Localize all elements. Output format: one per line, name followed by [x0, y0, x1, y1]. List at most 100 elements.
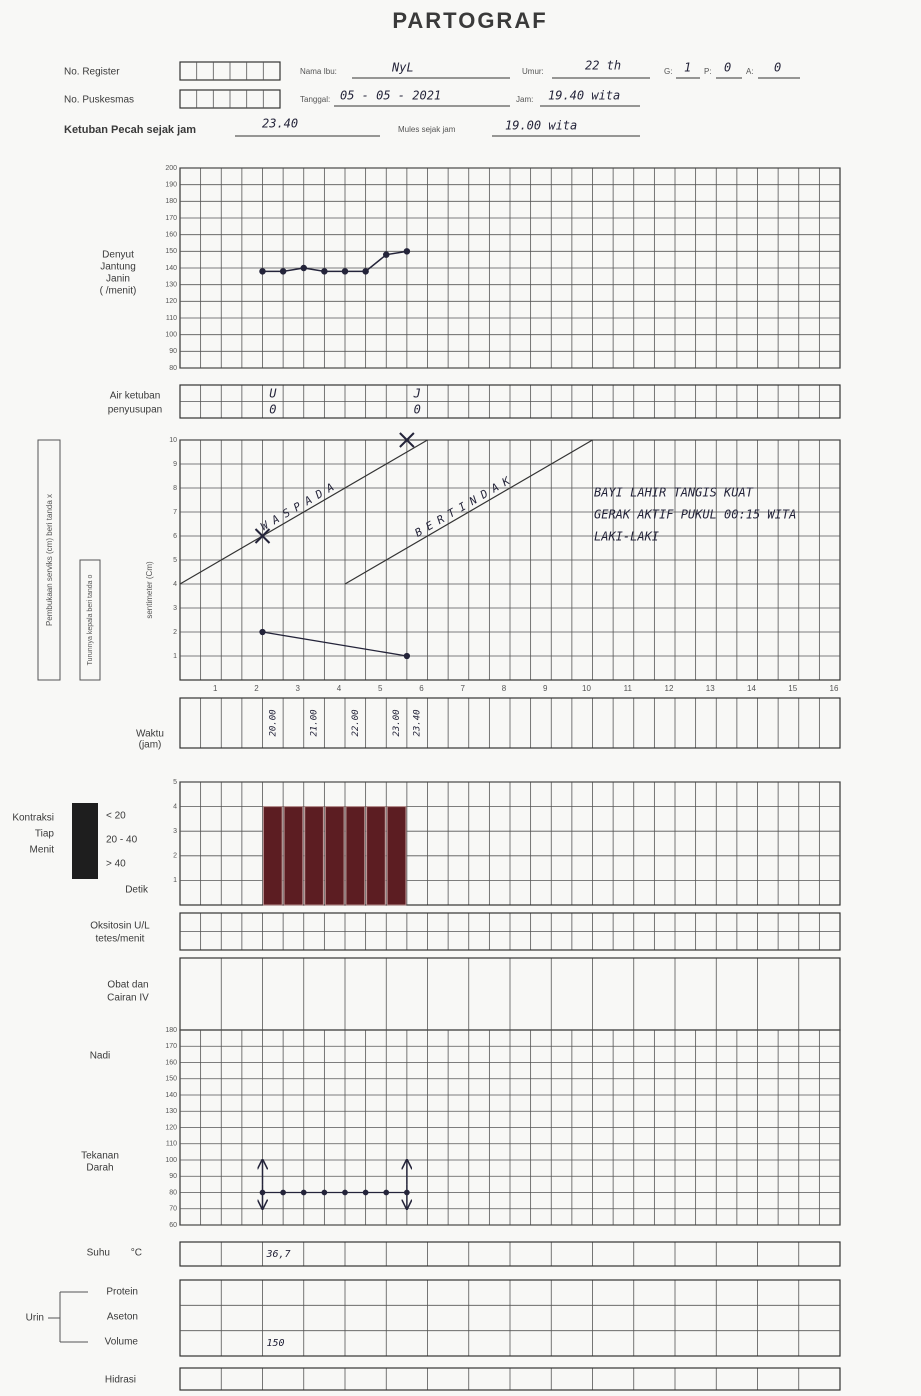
penyusupan-entry: 0 [269, 403, 276, 417]
y-tick-label: 7 [173, 509, 177, 516]
time-entry: 22.00 [351, 709, 361, 736]
y-tick-label: 1 [173, 653, 177, 660]
suhu-entry: 36,7 [266, 1249, 291, 1260]
section-label: 20 - 40 [106, 835, 138, 846]
alert-label: WASPADA [259, 478, 342, 534]
time-entry: 23.00 [392, 709, 402, 736]
section-label: Janin [106, 274, 130, 285]
field-label: Nama Ibu: [300, 67, 337, 76]
contraction-bar [325, 807, 344, 905]
y-tick-label: 120 [165, 1124, 177, 1131]
fhr-point [281, 269, 286, 274]
puskesmas-boxes [180, 90, 280, 108]
section-label: Tekanan [81, 1151, 119, 1162]
field-label: No. Register [64, 67, 120, 78]
section-label: Nadi [90, 1051, 111, 1062]
section-label: Tiap [35, 829, 55, 840]
fhr-point [260, 269, 265, 274]
y-tick-label: 130 [165, 1108, 177, 1115]
field-label: Ketuban Pecah sejak jam [64, 124, 196, 136]
urin-bracket [48, 1292, 88, 1342]
y-tick-label: 100 [165, 1157, 177, 1164]
unit-label: Detik [125, 885, 149, 896]
x-tick-label: 16 [830, 684, 839, 693]
field-value: 1 [684, 61, 691, 75]
section-label: Waktu [136, 729, 164, 740]
side-label: sentimeter (Cm) [145, 561, 154, 619]
contraction-bar [346, 807, 365, 905]
x-tick-label: 14 [747, 684, 756, 693]
y-tick-label: 100 [165, 332, 177, 339]
y-tick-label: 80 [169, 1189, 177, 1196]
y-tick-label: 60 [169, 1222, 177, 1229]
section-label: Menit [30, 845, 55, 856]
y-tick-label: 170 [165, 215, 177, 222]
y-tick-label: 180 [165, 1027, 177, 1034]
field-value: 19.00 wita [505, 119, 577, 133]
section-label: Oksitosin U/L [90, 921, 150, 932]
y-tick-label: 70 [169, 1206, 177, 1213]
section-label: penyusupan [108, 405, 163, 416]
y-tick-label: 10 [169, 437, 177, 444]
x-tick-label: 12 [665, 684, 674, 693]
y-tick-label: 130 [165, 282, 177, 289]
y-tick-label: 140 [165, 265, 177, 272]
y-tick-label: 110 [166, 315, 177, 322]
section-label: LAKI-LAKI [594, 530, 659, 544]
fhr-point [301, 265, 306, 270]
pulse-point [343, 1190, 347, 1194]
field-label: Tanggal: [300, 95, 330, 104]
y-tick-label: 180 [165, 198, 177, 205]
title: PARTOGRAF [392, 8, 547, 33]
x-tick-label: 6 [419, 684, 424, 693]
fhr-point [342, 269, 347, 274]
pulse-point [302, 1190, 306, 1194]
section-label: Darah [86, 1163, 113, 1174]
pulse-point [384, 1190, 388, 1194]
section-label: Hidrasi [105, 1375, 136, 1386]
x-tick-label: 3 [296, 684, 301, 693]
contraction-bar [284, 807, 303, 905]
field-value: 23.40 [262, 117, 298, 131]
y-tick-label: 1 [173, 877, 177, 884]
section-label: Kontraksi [12, 813, 54, 824]
x-tick-label: 7 [461, 684, 466, 693]
pulse-point [363, 1190, 367, 1194]
ketuban-entry: U [269, 387, 277, 401]
section-label: GERAK AKTIF PUKUL 00:15 WITA [594, 508, 796, 522]
y-tick-label: 160 [165, 1059, 177, 1066]
y-tick-label: 160 [165, 232, 177, 239]
y-tick-label: 9 [173, 461, 177, 468]
field-label: No. Puskesmas [64, 95, 134, 106]
partograf-page: PARTOGRAF No. Register No. Puskesmas Nam… [0, 0, 921, 1396]
x-tick-label: 10 [582, 684, 591, 693]
x-tick-label: 11 [624, 684, 633, 693]
contraction-bar [305, 807, 324, 905]
ketuban-entry: J [413, 387, 421, 401]
field-value: 22 th [585, 59, 621, 73]
section-label: BAYI LAHIR TANGIS KUAT [594, 486, 754, 500]
y-tick-label: 5 [173, 557, 177, 564]
section-label: < 20 [106, 811, 126, 822]
y-tick-label: 4 [173, 803, 177, 810]
section-label: Suhu [87, 1248, 110, 1259]
y-tick-label: 90 [169, 348, 177, 355]
action-label: BERTINDAK [413, 471, 518, 539]
y-tick-label: 120 [165, 298, 177, 305]
fhr-point [363, 269, 368, 274]
side-label: Pembukaan serviks (cm) beri tanda x [45, 494, 54, 626]
section-label: Air ketuban [110, 391, 161, 402]
contraction-bar [264, 807, 283, 905]
section-label: Denyut [102, 250, 134, 261]
fhr-point [404, 249, 409, 254]
time-entry: 23.40 [413, 709, 423, 736]
x-tick-label: 5 [378, 684, 383, 693]
x-tick-label: 13 [706, 684, 715, 693]
x-tick-label: 8 [502, 684, 507, 693]
field-value: 05 - 05 - 2021 [340, 89, 441, 103]
y-tick-label: 80 [169, 365, 177, 372]
unit-label: °C [131, 1248, 142, 1259]
urin-row-label: Volume [105, 1337, 139, 1348]
y-tick-label: 190 [165, 182, 177, 189]
x-tick-label: 9 [543, 684, 548, 693]
